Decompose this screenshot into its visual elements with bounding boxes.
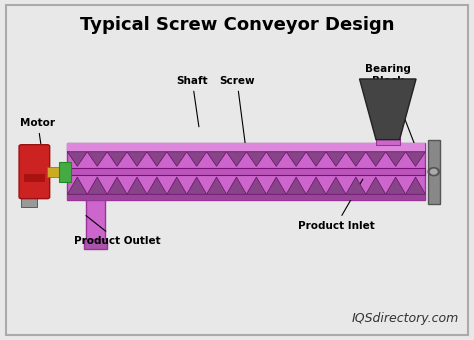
Text: Product Inlet: Product Inlet bbox=[298, 179, 374, 231]
Polygon shape bbox=[366, 152, 386, 166]
FancyBboxPatch shape bbox=[67, 194, 426, 200]
Polygon shape bbox=[386, 177, 406, 194]
Polygon shape bbox=[246, 177, 266, 194]
Polygon shape bbox=[207, 177, 227, 194]
FancyBboxPatch shape bbox=[59, 162, 71, 182]
Text: Shaft: Shaft bbox=[176, 76, 208, 127]
Text: IQSdirectory.com: IQSdirectory.com bbox=[351, 312, 458, 325]
Polygon shape bbox=[346, 152, 366, 166]
Circle shape bbox=[430, 169, 437, 174]
Polygon shape bbox=[187, 152, 207, 166]
Polygon shape bbox=[107, 152, 127, 166]
Polygon shape bbox=[167, 177, 187, 194]
Polygon shape bbox=[286, 177, 306, 194]
Text: Screw: Screw bbox=[219, 76, 255, 150]
FancyBboxPatch shape bbox=[67, 168, 426, 175]
Polygon shape bbox=[346, 177, 366, 194]
Text: Typical Screw Conveyor Design: Typical Screw Conveyor Design bbox=[80, 16, 394, 34]
FancyBboxPatch shape bbox=[86, 200, 105, 241]
Polygon shape bbox=[406, 152, 426, 166]
Circle shape bbox=[428, 168, 439, 176]
Polygon shape bbox=[359, 79, 416, 140]
FancyBboxPatch shape bbox=[84, 239, 108, 249]
Polygon shape bbox=[326, 177, 346, 194]
Polygon shape bbox=[366, 177, 386, 194]
Polygon shape bbox=[326, 152, 346, 166]
Polygon shape bbox=[286, 152, 306, 166]
Text: Product Outlet: Product Outlet bbox=[74, 216, 161, 246]
FancyBboxPatch shape bbox=[67, 143, 426, 151]
Polygon shape bbox=[187, 177, 207, 194]
Polygon shape bbox=[306, 177, 326, 194]
FancyBboxPatch shape bbox=[6, 5, 468, 335]
Polygon shape bbox=[306, 152, 326, 166]
Polygon shape bbox=[87, 177, 107, 194]
Text: Motor: Motor bbox=[20, 118, 55, 145]
Polygon shape bbox=[67, 177, 87, 194]
Polygon shape bbox=[127, 177, 147, 194]
Polygon shape bbox=[227, 177, 246, 194]
Polygon shape bbox=[207, 152, 227, 166]
Polygon shape bbox=[147, 152, 167, 166]
FancyBboxPatch shape bbox=[24, 174, 45, 182]
Polygon shape bbox=[406, 177, 426, 194]
Polygon shape bbox=[147, 177, 167, 194]
Polygon shape bbox=[266, 177, 286, 194]
FancyBboxPatch shape bbox=[428, 140, 439, 204]
FancyBboxPatch shape bbox=[47, 167, 59, 177]
FancyBboxPatch shape bbox=[19, 145, 50, 199]
Polygon shape bbox=[266, 152, 286, 166]
Polygon shape bbox=[87, 152, 107, 166]
Polygon shape bbox=[107, 177, 127, 194]
Polygon shape bbox=[67, 152, 87, 166]
Polygon shape bbox=[167, 152, 187, 166]
Polygon shape bbox=[227, 152, 246, 166]
Text: Bearing
Block: Bearing Block bbox=[365, 64, 415, 146]
Polygon shape bbox=[386, 152, 406, 166]
FancyBboxPatch shape bbox=[21, 197, 37, 207]
FancyBboxPatch shape bbox=[67, 143, 426, 200]
Polygon shape bbox=[127, 152, 147, 166]
FancyBboxPatch shape bbox=[376, 138, 400, 145]
Polygon shape bbox=[246, 152, 266, 166]
